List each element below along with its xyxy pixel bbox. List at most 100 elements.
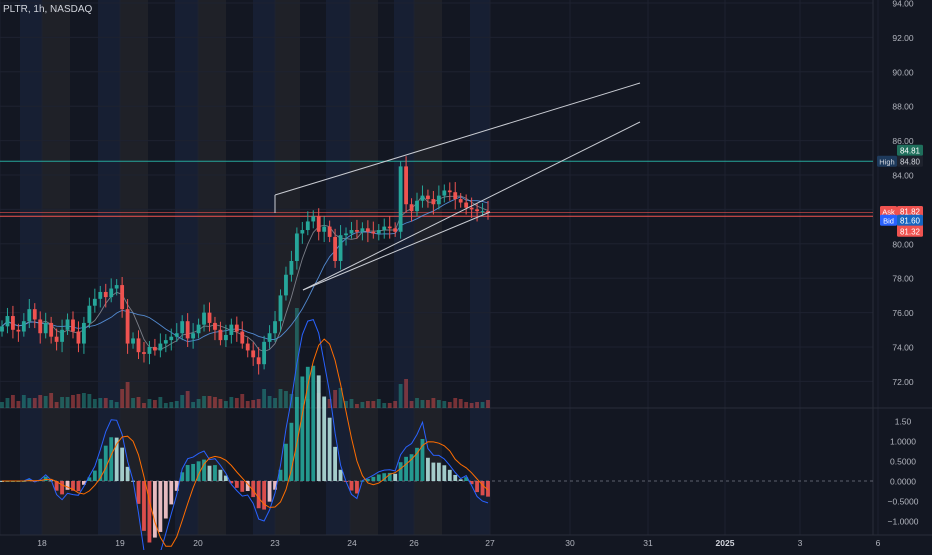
volume-bar [278, 389, 283, 408]
candle-body [240, 331, 245, 344]
volume-bar [125, 382, 130, 408]
candle-body [65, 319, 70, 330]
macd-histogram-bar [0, 481, 4, 482]
volume-bar [158, 397, 163, 408]
candle-body [262, 341, 267, 365]
high-label-badge [877, 155, 897, 167]
candle-body [5, 316, 10, 327]
volume-bar [387, 403, 392, 408]
candle-body [267, 333, 272, 342]
macd-histogram-bar [442, 465, 447, 481]
time-tick-label: 24 [347, 538, 357, 548]
candle-body [76, 331, 81, 344]
candle-body [393, 228, 398, 232]
trendlines[interactable] [274, 82, 641, 291]
time-tick-label: 31 [643, 538, 653, 548]
macd-histogram-bar [327, 417, 332, 481]
macd-line [2, 318, 489, 555]
bid-label-text: Bid [883, 216, 894, 225]
macd-histogram-bar [404, 456, 409, 481]
candle-body [273, 321, 277, 334]
candle-body [251, 350, 256, 358]
volume-bar [371, 401, 376, 408]
volume-bar [87, 394, 92, 408]
macd-tick-label: −1.0000 [888, 517, 919, 527]
macd-axis[interactable]: 1.50 1.0000 0.5000 0.0000 −0.5000 −1.0000 [888, 417, 919, 527]
macd-histogram-bar [431, 462, 436, 481]
candle-body [349, 230, 354, 234]
candle-body [486, 211, 490, 213]
macd-histogram-bar [387, 472, 392, 481]
time-tick-label: 2025 [716, 538, 735, 548]
volume-bar [196, 399, 201, 408]
macd-tick-label: −0.5000 [888, 497, 919, 507]
candle-body [229, 324, 234, 335]
price-tick-label: 74.00 [892, 343, 914, 353]
candle-body [103, 291, 108, 298]
high-value-badge [897, 155, 923, 167]
macd-histogram-bar [251, 481, 256, 498]
volume-bar [21, 395, 26, 408]
candle-body [218, 329, 223, 341]
macd-histogram-bar [475, 481, 479, 493]
candles[interactable] [0, 156, 490, 375]
volume-bar [436, 400, 441, 408]
price-tick-label: 88.00 [892, 102, 914, 112]
macd-histogram-bar [262, 481, 267, 510]
candle-body [16, 329, 21, 332]
candle-body [382, 226, 387, 231]
volume-bar [355, 404, 359, 408]
volume-bar [120, 389, 125, 408]
candle-body [202, 312, 206, 325]
volume-bar [38, 395, 43, 408]
macd-histogram-bar [267, 481, 272, 502]
candle-body [355, 230, 359, 232]
macd-tick-label: 1.0000 [890, 437, 916, 447]
candle-body [191, 333, 196, 339]
candle-body [234, 324, 239, 332]
volume-bar [109, 400, 114, 408]
volume-bar [81, 393, 86, 408]
candle-body [284, 274, 288, 296]
symbol-title: PLTR, 1h, NASDAQ [3, 4, 93, 15]
volume-bar [174, 401, 179, 408]
volume-bar [469, 403, 474, 408]
candle-body [387, 226, 392, 229]
price-axis[interactable]: 94.0092.0090.0088.0086.0084.0082.0080.00… [892, 0, 914, 387]
time-tick-label: 26 [409, 538, 419, 548]
volume-bar [103, 398, 108, 408]
time-axis[interactable]: 18 19 20 23 24 26 27 30 31 2025 3 6 [37, 538, 880, 548]
volume-bar [185, 391, 190, 408]
top-marker-badge [897, 144, 923, 156]
macd-histogram-bar [480, 481, 485, 496]
macd-tick-label: 0.5000 [890, 457, 916, 467]
macd-histogram-bar [163, 481, 168, 519]
session-bands [20, 0, 490, 535]
volume-bar [136, 397, 141, 408]
candle-body [142, 352, 146, 354]
candle-body [415, 200, 419, 212]
top-marker-text: 84.81 [900, 146, 921, 155]
price-tick-label: 92.00 [892, 33, 914, 43]
candle-body [420, 195, 425, 201]
candle-body [207, 312, 212, 323]
candle-body [158, 343, 163, 351]
price-tick-label: 86.00 [892, 136, 914, 146]
macd-histogram-bar [409, 454, 414, 481]
macd-histogram-bar [218, 469, 223, 481]
macd-histogram-bar [436, 462, 441, 481]
time-tick-label: 3 [798, 538, 803, 548]
volume-bar [11, 395, 15, 408]
volume-bar [191, 402, 196, 408]
macd-histogram-bar [114, 437, 119, 481]
macd-histogram-bar [376, 474, 381, 481]
macd-histogram-bar [202, 459, 206, 481]
session-band [414, 0, 442, 535]
candle-body [289, 261, 294, 275]
volume-bar [453, 398, 458, 408]
candle-body [431, 199, 436, 205]
volume-bar [60, 397, 64, 408]
